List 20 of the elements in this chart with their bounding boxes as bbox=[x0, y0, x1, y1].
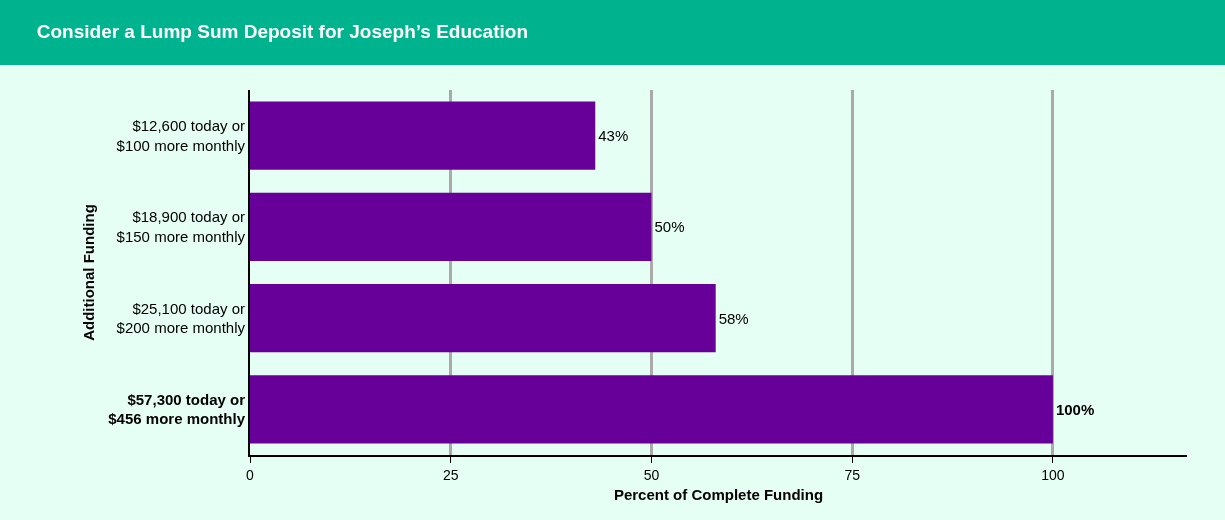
x-tick-label: 75 bbox=[844, 466, 861, 483]
bar bbox=[250, 375, 1053, 444]
data-label: 58% bbox=[718, 309, 749, 327]
data-label: 50% bbox=[654, 218, 685, 236]
x-tick-label: 25 bbox=[442, 466, 459, 483]
bar bbox=[250, 283, 716, 353]
data-label: 43% bbox=[598, 127, 629, 145]
data-label: 100% bbox=[1055, 400, 1095, 418]
y-axis-title: Additional Funding bbox=[80, 204, 98, 341]
x-tick-label: 100 bbox=[1041, 466, 1065, 483]
y-tick-label: $18,900 today or $150 more monthly bbox=[116, 208, 246, 245]
bar bbox=[250, 101, 596, 170]
x-axis-title: Percent of Complete Funding bbox=[613, 486, 824, 504]
bar bbox=[250, 192, 652, 262]
y-tick-label: $57,300 today or $456 more monthly bbox=[108, 390, 246, 428]
x-tick-label: 0 bbox=[246, 466, 255, 483]
y-tick-label: $12,600 today or $100 more monthly bbox=[116, 117, 246, 154]
chart-title: Consider a Lump Sum Deposit for Joseph’s Education bbox=[36, 20, 528, 42]
y-tick-label: $25,100 today or $200 more monthly bbox=[116, 299, 246, 337]
x-tick-label: 50 bbox=[643, 466, 660, 483]
